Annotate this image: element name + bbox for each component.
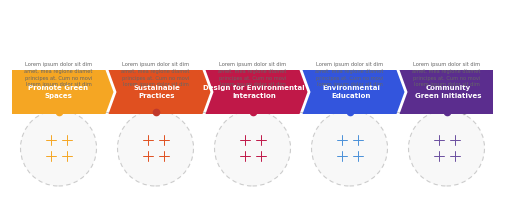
Polygon shape <box>109 70 211 114</box>
Polygon shape <box>12 70 114 114</box>
Text: Design for Environmental
Interaction: Design for Environmental Interaction <box>204 85 305 99</box>
Ellipse shape <box>118 110 193 186</box>
Polygon shape <box>302 70 405 114</box>
Text: Promote Green
Spaces: Promote Green Spaces <box>28 85 88 99</box>
Polygon shape <box>206 70 308 114</box>
Text: Lorem ipsum dolor sit dim
amet, mea regione diamet
principes at. Cum no movi
lor: Lorem ipsum dolor sit dim amet, mea regi… <box>412 62 481 87</box>
Text: Lorem ipsum dolor sit dim
amet, mea regione diamet
principes at. Cum no movi
lor: Lorem ipsum dolor sit dim amet, mea regi… <box>121 62 190 87</box>
Ellipse shape <box>215 110 290 186</box>
Ellipse shape <box>409 110 484 186</box>
Text: Lorem ipsum dolor sit dim
amet, mea regione diamet
principes at. Cum no movi
lor: Lorem ipsum dolor sit dim amet, mea regi… <box>218 62 287 87</box>
Text: Lorem ipsum dolor sit dim
amet, mea regione diamet
principes at. Cum no movi
lor: Lorem ipsum dolor sit dim amet, mea regi… <box>24 62 93 87</box>
Ellipse shape <box>21 110 96 186</box>
Text: Environmental
Education: Environmental Education <box>322 85 380 99</box>
Polygon shape <box>399 70 493 114</box>
Text: Community
Green Initiatives: Community Green Initiatives <box>415 85 481 99</box>
Ellipse shape <box>312 110 387 186</box>
Text: Sustainable
Practices: Sustainable Practices <box>134 85 181 99</box>
Text: Lorem ipsum dolor sit dim
amet, mea regione diamet
principes at. Cum no movi
lor: Lorem ipsum dolor sit dim amet, mea regi… <box>315 62 384 87</box>
